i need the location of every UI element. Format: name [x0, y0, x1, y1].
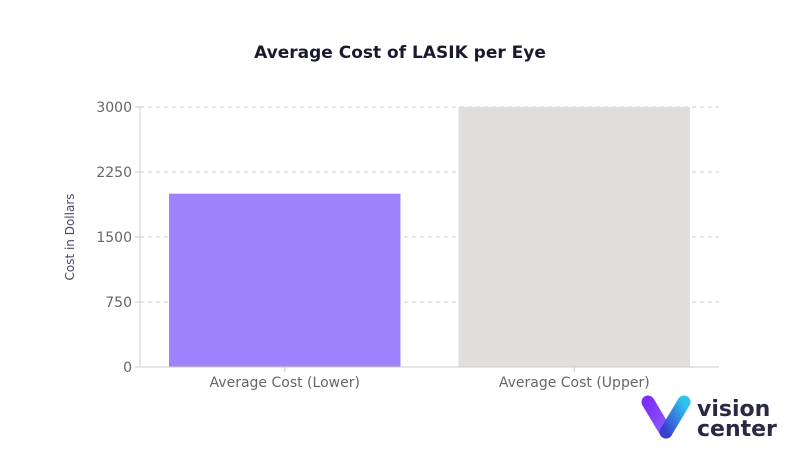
bar	[169, 193, 401, 367]
logo-line1: vision	[697, 397, 770, 422]
vision-center-logo: vision center	[641, 395, 777, 442]
x-tick-label: Average Cost (Upper)	[499, 375, 650, 391]
y-tick-label: 1500	[96, 230, 132, 246]
chart-title: Average Cost of LASIK per Eye	[254, 43, 546, 63]
bar	[458, 107, 690, 367]
y-tick-label: 3000	[96, 100, 132, 116]
y-tick-label: 0	[123, 360, 132, 376]
y-tick-label: 2250	[96, 165, 132, 181]
x-tick-label: Average Cost (Lower)	[210, 375, 360, 391]
logo-line2: center	[697, 417, 777, 442]
y-tick-label: 750	[105, 295, 132, 311]
y-axis-label: Cost in Dollars	[63, 193, 77, 280]
